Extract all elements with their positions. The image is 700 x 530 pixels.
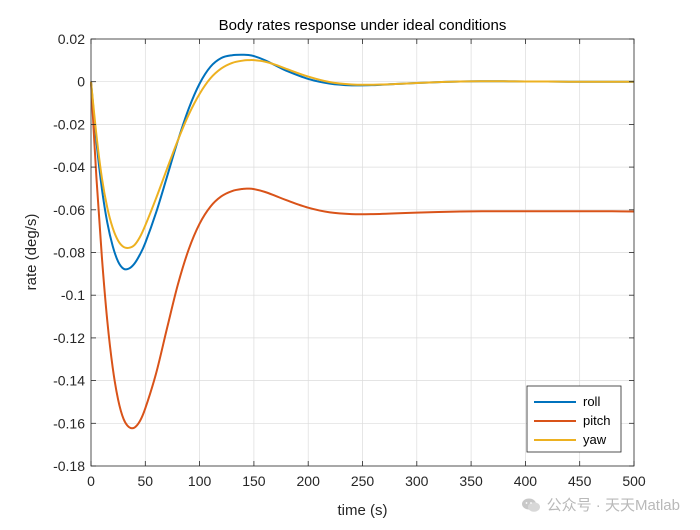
y-tick-label: -0.12 [53,330,85,346]
y-tick-label: -0.16 [53,415,85,431]
legend-label-roll: roll [583,394,600,409]
series-line-pitch [90,81,635,430]
x-tick-label: 200 [297,473,321,489]
y-tick-label: -0.14 [53,373,85,389]
x-tick-label: 350 [459,473,483,489]
x-tick-label: 150 [242,473,266,489]
y-axis-title: rate (deg/s) [23,214,40,291]
x-tick-label: 400 [514,473,538,489]
series-lines [90,53,635,430]
y-tick-label: -0.1 [61,287,85,303]
x-tick-label: 300 [405,473,429,489]
y-tick-label: -0.06 [53,202,85,218]
x-tick-label: 250 [351,473,375,489]
y-tick-label: -0.02 [53,116,85,132]
x-tick-label: 0 [87,473,95,489]
x-tick-label: 100 [188,473,212,489]
x-tick-label: 500 [622,473,646,489]
y-tick-label: -0.18 [53,458,85,474]
watermark: 公众号 · 天天Matlab [521,494,680,515]
wechat-icon [521,498,540,512]
ticks: 0 50 100 150 200 250 300 350 400 450 500 0.02 0 -0.02… [53,31,646,489]
legend-label-pitch: pitch [583,413,610,428]
chart-title: Body rates response under ideal conditio… [219,17,507,34]
legend: roll pitch yaw [526,385,622,453]
y-tick-label: 0.02 [58,31,85,47]
y-tick-label: -0.08 [53,245,85,261]
x-tick-label: 50 [138,473,154,489]
y-tick-label: 0 [77,74,85,90]
legend-label-yaw: yaw [583,432,607,447]
x-axis-title: time (s) [338,502,388,519]
y-tick-label: -0.04 [53,159,85,175]
series-line-yaw [90,59,634,249]
watermark-text: 公众号 · 天天Matlab [546,497,680,514]
x-tick-label: 450 [568,473,592,489]
